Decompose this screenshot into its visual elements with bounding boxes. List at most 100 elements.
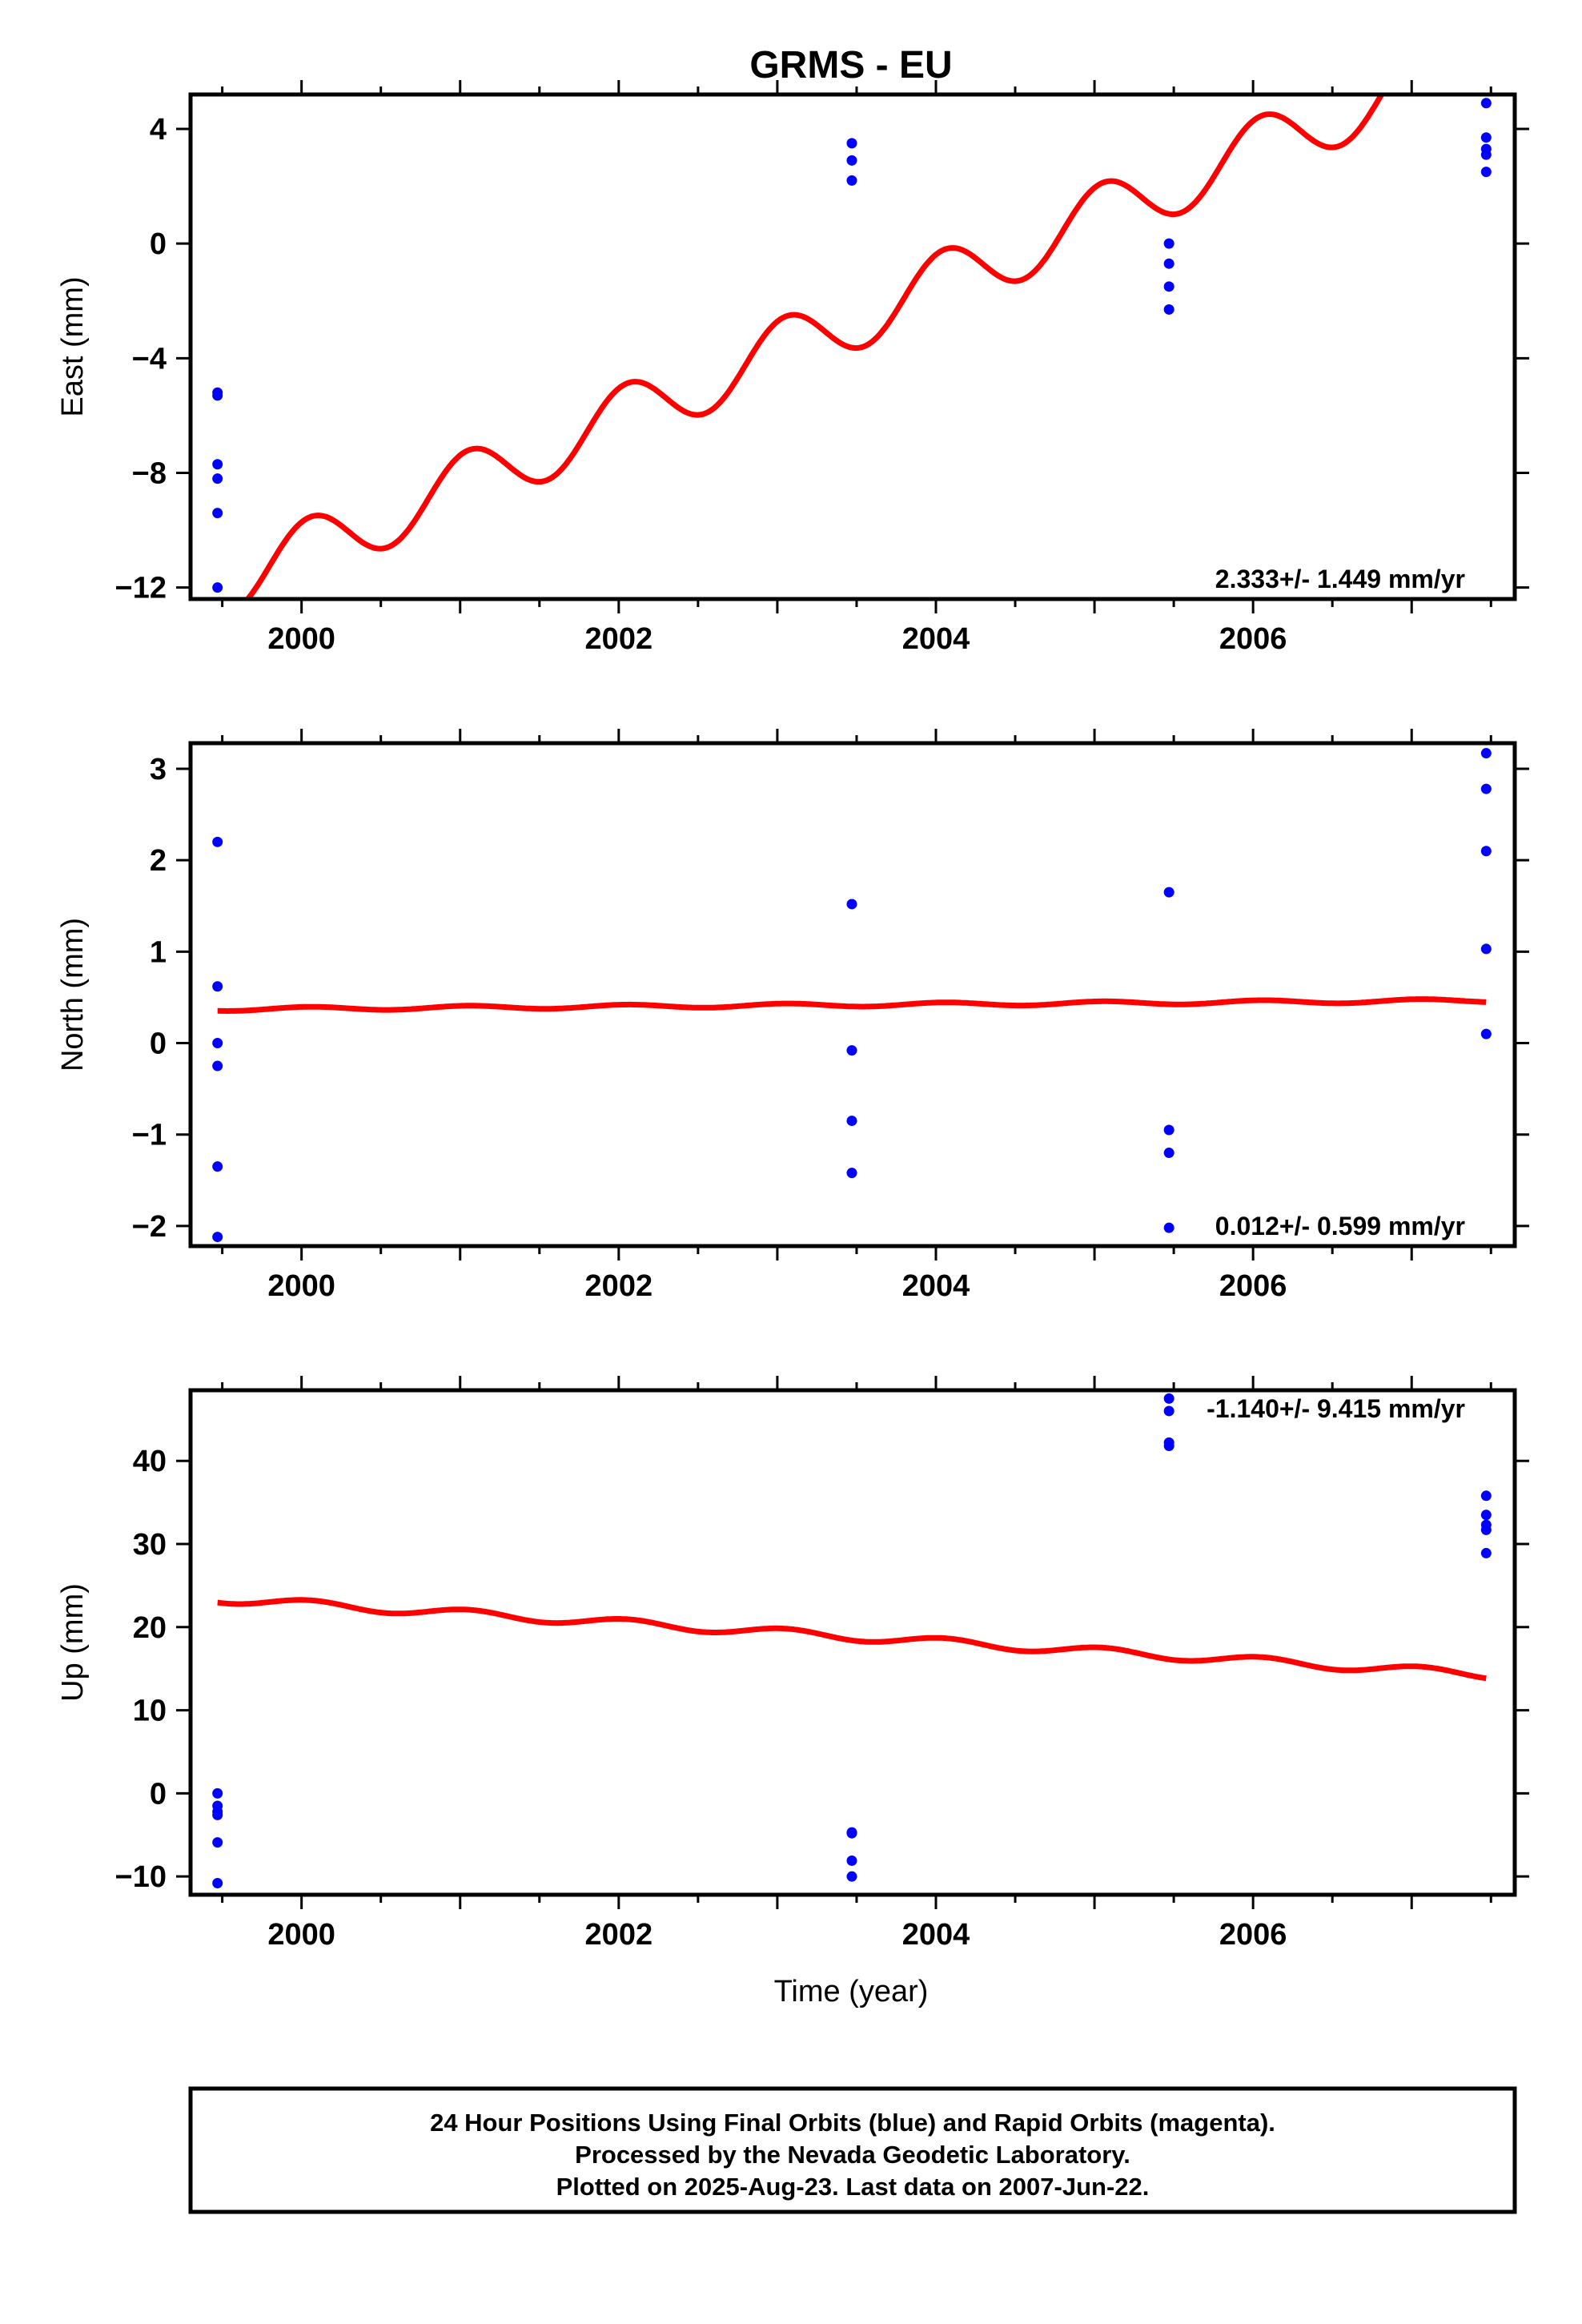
east-data-point — [1163, 281, 1174, 292]
east-data-point — [212, 508, 223, 519]
east-x-tick-label: 2004 — [902, 622, 970, 656]
east-data-point — [212, 473, 223, 485]
north-x-tick-label: 2006 — [1219, 1269, 1287, 1303]
north-data-point — [212, 1060, 223, 1072]
up-x-tick-label: 2006 — [1219, 1918, 1287, 1952]
caption-frame — [188, 2086, 1517, 2214]
east-y-tick-label: 0 — [150, 227, 167, 261]
up-data-point — [1163, 1393, 1174, 1404]
east-y-tick-label: −12 — [115, 572, 167, 605]
north-y-tick-label: 0 — [150, 1027, 167, 1061]
east-frame — [188, 92, 1517, 601]
north-data-point — [212, 1232, 223, 1243]
east-data-point — [846, 175, 857, 186]
up-y-tick-label: 10 — [133, 1695, 167, 1728]
east-x-tick-label: 2006 — [1219, 622, 1287, 656]
north-y-tick-label: 1 — [150, 935, 167, 969]
north-x-tick-label: 2000 — [267, 1269, 335, 1303]
up-data-point — [212, 1787, 223, 1799]
caption-line-3: Plotted on 2025-Aug-23. Last data on 200… — [556, 2173, 1150, 2201]
north-data-point — [212, 1038, 223, 1049]
caption-line-2: Processed by the Nevada Geodetic Laborat… — [575, 2141, 1130, 2169]
north-data-point — [846, 1116, 857, 1127]
north-x-tick-label: 2002 — [585, 1269, 653, 1303]
east-data-point — [1163, 258, 1174, 269]
up-y-tick-label: 30 — [133, 1528, 167, 1562]
east-model-curve — [243, 94, 1385, 599]
up-data-point — [846, 1871, 857, 1882]
north-data-point — [1480, 783, 1492, 794]
north-data-point — [1163, 887, 1174, 898]
north-data-point — [1480, 943, 1492, 955]
up-data-point — [846, 1827, 857, 1839]
north-data-point — [212, 981, 223, 992]
east-data-point — [212, 459, 223, 470]
up-y-tick-label: −10 — [115, 1860, 167, 1894]
north-y-tick-label: −1 — [132, 1119, 167, 1152]
east-data-point — [1163, 304, 1174, 315]
north-rate-label: 0.012+/- 0.599 mm/yr — [1215, 1212, 1465, 1240]
caption-line-1: 24 Hour Positions Using Final Orbits (bl… — [430, 2109, 1275, 2137]
up-data-point — [846, 1855, 857, 1866]
east-panel: −12 −8 −4 0 4 2000 2002 2004 2006 East (mm) 2.333+… — [56, 80, 1529, 656]
up-data-point — [212, 1837, 223, 1848]
up-x-tick-label: 2000 — [267, 1918, 335, 1952]
up-data-point — [1480, 1510, 1492, 1521]
up-data-point — [1480, 1524, 1492, 1535]
east-y-tick-label: −4 — [132, 342, 167, 376]
up-y-tick-label: 20 — [133, 1611, 167, 1645]
north-data-point — [212, 836, 223, 847]
up-data-point — [1480, 1547, 1492, 1558]
east-data-point — [1480, 98, 1492, 109]
up-rate-label: -1.140+/- 9.415 mm/yr — [1207, 1394, 1465, 1423]
up-data-point — [212, 1877, 223, 1888]
up-x-tick-label: 2004 — [902, 1918, 970, 1952]
north-data-point — [846, 1045, 857, 1056]
up-frame — [188, 1388, 1517, 1897]
east-data-point — [1480, 167, 1492, 178]
north-data-point — [846, 899, 857, 910]
up-y-tick-label: 0 — [150, 1777, 167, 1811]
east-y-tick-label: −8 — [132, 457, 167, 491]
north-data-point — [1480, 1028, 1492, 1039]
north-y-tick-label: −2 — [132, 1210, 167, 1244]
up-panel: −10 0 10 20 30 40 2000 2002 2004 2006 Up (mm) -1.14… — [56, 1376, 1529, 1952]
east-x-tick-label: 2000 — [267, 622, 335, 656]
up-x-tick-label: 2002 — [585, 1918, 653, 1952]
up-model-curve — [217, 1597, 1487, 1682]
north-data-point — [1163, 1124, 1174, 1136]
east-y-tick-label: 4 — [150, 113, 167, 147]
x-axis-label: Time (year) — [774, 1975, 929, 2008]
east-x-tick-label: 2002 — [585, 622, 653, 656]
north-y-tick-label: 2 — [150, 844, 167, 878]
east-data-point — [212, 582, 223, 593]
north-frame — [188, 741, 1517, 1248]
up-y-axis-label: Up (mm) — [56, 1583, 90, 1702]
east-data-point — [846, 155, 857, 166]
east-data-point — [1163, 238, 1174, 249]
north-x-tick-label: 2004 — [902, 1269, 970, 1303]
up-data-point — [1163, 1405, 1174, 1417]
caption-box: 24 Hour Positions Using Final Orbits (bl… — [188, 2086, 1517, 2214]
north-data-point — [846, 1168, 857, 1179]
north-y-tick-label: 3 — [150, 753, 167, 786]
up-data-point — [212, 1809, 223, 1820]
up-y-tick-label: 40 — [133, 1445, 167, 1478]
up-data-point — [1163, 1441, 1174, 1452]
figure-title: GRMS - EU — [749, 44, 952, 86]
north-data-point — [1480, 748, 1492, 759]
east-data-point — [212, 390, 223, 401]
north-data-point — [1163, 1148, 1174, 1159]
north-data-point — [1480, 846, 1492, 857]
north-panel: −2 −1 0 1 2 3 2000 2002 2004 2006 North (mm) 0.012+… — [56, 729, 1529, 1303]
north-y-axis-label: North (mm) — [56, 918, 90, 1072]
east-data-point — [846, 138, 857, 149]
east-data-point — [1480, 132, 1492, 143]
east-y-axis-label: East (mm) — [56, 276, 90, 416]
east-rate-label: 2.333+/- 1.449 mm/yr — [1215, 565, 1465, 593]
north-data-point — [212, 1161, 223, 1172]
up-data-point — [1480, 1490, 1492, 1502]
north-data-point — [1163, 1222, 1174, 1233]
